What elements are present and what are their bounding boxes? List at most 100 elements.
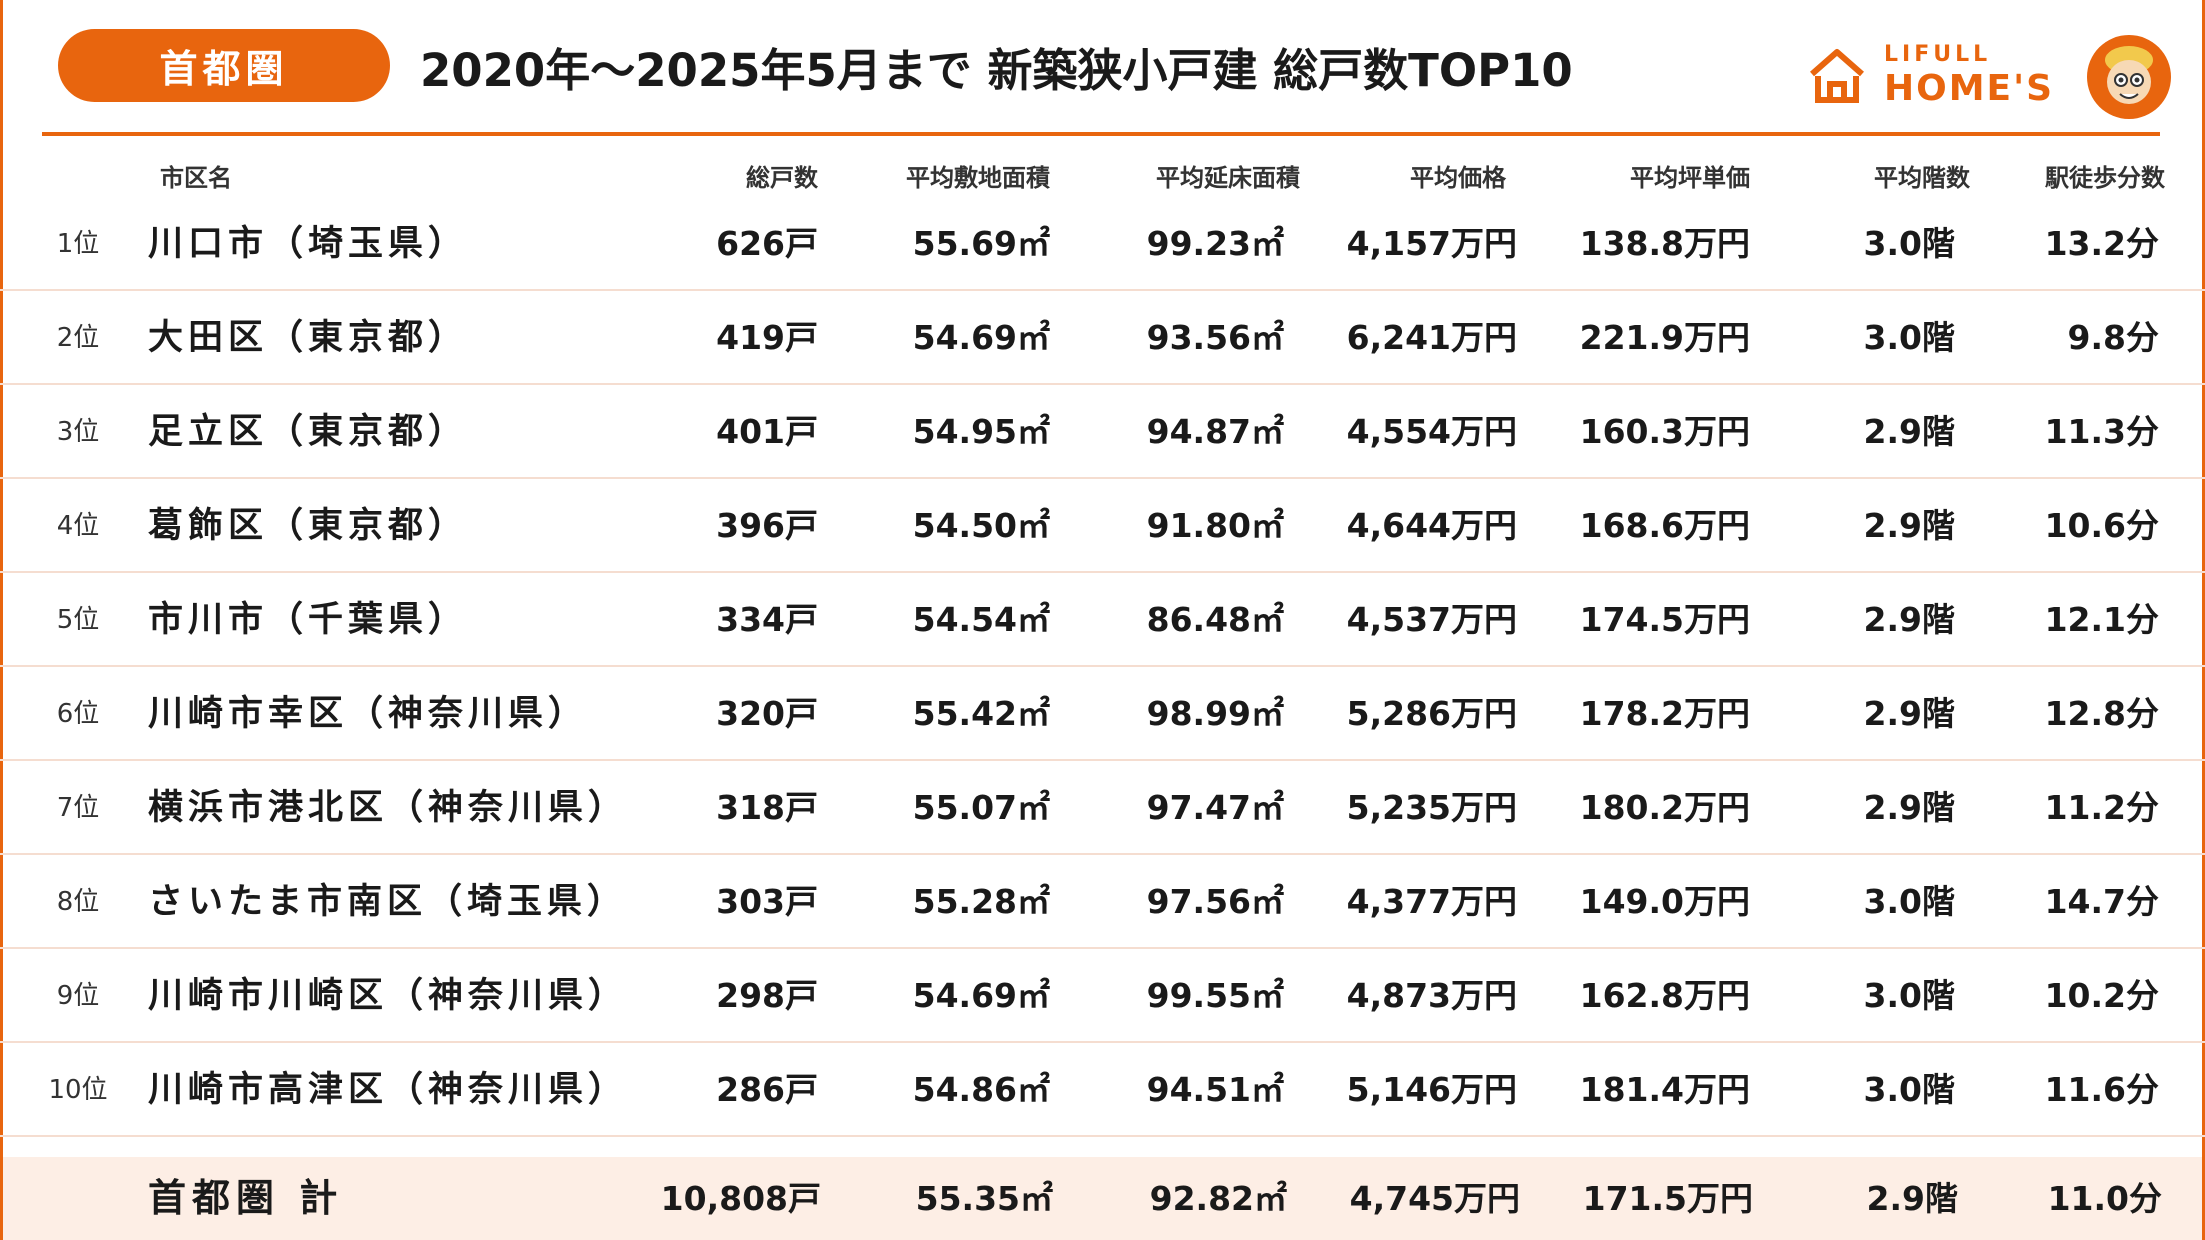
rank-label: 7位 bbox=[56, 793, 100, 823]
city-name: さいたま市南区（埼玉県） bbox=[148, 882, 627, 922]
cell-floor-area: 97.47㎡ bbox=[1146, 788, 1284, 827]
cell-price: 5,146万円 bbox=[1346, 1070, 1517, 1109]
cell-price: 6,241万円 bbox=[1346, 318, 1517, 357]
total-count: 10,808戸 bbox=[660, 1179, 821, 1218]
cell-total-count: 286戸 bbox=[716, 1070, 818, 1109]
total-walk-minutes: 11.0分 bbox=[2047, 1179, 2162, 1218]
table-row: 8位 さいたま市南区（埼玉県） 303戸 55.28㎡ 97.56㎡ 4,377万円 149… bbox=[0, 855, 2205, 949]
cell-land-area: 54.86㎡ bbox=[912, 1070, 1050, 1109]
rank-label: 3位 bbox=[56, 417, 100, 447]
cell-land-area: 55.07㎡ bbox=[912, 788, 1050, 827]
cell-price: 4,873万円 bbox=[1346, 976, 1517, 1015]
rank-label: 10位 bbox=[48, 1075, 108, 1105]
cell-walk-minutes: 11.2分 bbox=[2044, 788, 2159, 827]
total-tsubo-price: 171.5万円 bbox=[1582, 1179, 1753, 1218]
col-header-total: 総戸数 bbox=[746, 164, 818, 192]
cell-total-count: 626戸 bbox=[716, 224, 818, 263]
rank-label: 2位 bbox=[56, 323, 100, 353]
rank-label: 6位 bbox=[56, 699, 100, 729]
cell-stories: 2.9階 bbox=[1863, 600, 1955, 639]
rank-label: 9位 bbox=[56, 981, 100, 1011]
city-name: 足立区（東京都） bbox=[148, 412, 469, 452]
table-row: 2位 大田区（東京都） 419戸 54.69㎡ 93.56㎡ 6,241万円 221.9万円… bbox=[0, 291, 2205, 385]
total-row: 首都圏 計 10,808戸 55.35㎡ 92.82㎡ 4,745万円 171.… bbox=[3, 1157, 2202, 1240]
cell-tsubo-price: 138.8万円 bbox=[1579, 224, 1750, 263]
cell-price: 5,286万円 bbox=[1346, 694, 1517, 733]
city-name: 川口市（埼玉県） bbox=[148, 224, 469, 264]
table-row: 6位 川崎市幸区（神奈川県） 320戸 55.42㎡ 98.99㎡ 5,286万円 178.… bbox=[0, 667, 2205, 761]
cell-floor-area: 91.80㎡ bbox=[1146, 506, 1284, 545]
total-land-area: 55.35㎡ bbox=[915, 1179, 1053, 1218]
cell-price: 5,235万円 bbox=[1346, 788, 1517, 827]
cell-land-area: 55.42㎡ bbox=[912, 694, 1050, 733]
cell-walk-minutes: 10.2分 bbox=[2044, 976, 2159, 1015]
region-badge: 首都圏 bbox=[58, 29, 390, 102]
cell-tsubo-price: 174.5万円 bbox=[1579, 600, 1750, 639]
cell-total-count: 334戸 bbox=[716, 600, 818, 639]
cell-walk-minutes: 11.6分 bbox=[2044, 1070, 2159, 1109]
col-header-price: 平均価格 bbox=[1410, 164, 1506, 192]
table-row: 4位 葛飾区（東京都） 396戸 54.50㎡ 91.80㎡ 4,644万円 168.6万円… bbox=[0, 479, 2205, 573]
logo-text-lifull: LIFULL bbox=[1884, 42, 1992, 67]
mascot-icon bbox=[2087, 35, 2171, 119]
cell-walk-minutes: 13.2分 bbox=[2044, 224, 2159, 263]
cell-floor-area: 86.48㎡ bbox=[1146, 600, 1284, 639]
table-row: 1位 川口市（埼玉県） 626戸 55.69㎡ 99.23㎡ 4,157万円 138.8万円… bbox=[0, 197, 2205, 291]
cell-tsubo-price: 160.3万円 bbox=[1579, 412, 1750, 451]
cell-walk-minutes: 12.8分 bbox=[2044, 694, 2159, 733]
cell-stories: 3.0階 bbox=[1863, 224, 1955, 263]
cell-floor-area: 93.56㎡ bbox=[1146, 318, 1284, 357]
house-logo-icon bbox=[1810, 49, 1864, 103]
cell-floor-area: 97.56㎡ bbox=[1146, 882, 1284, 921]
cell-stories: 2.9階 bbox=[1863, 788, 1955, 827]
cell-price: 4,157万円 bbox=[1346, 224, 1517, 263]
cell-total-count: 320戸 bbox=[716, 694, 818, 733]
city-name: 川崎市高津区（神奈川県） bbox=[148, 1070, 629, 1110]
cell-price: 4,554万円 bbox=[1346, 412, 1517, 451]
table-row: 5位 市川市（千葉県） 334戸 54.54㎡ 86.48㎡ 4,537万円 174.5万円… bbox=[0, 573, 2205, 667]
cell-total-count: 318戸 bbox=[716, 788, 818, 827]
cell-land-area: 55.28㎡ bbox=[912, 882, 1050, 921]
total-floor-area: 92.82㎡ bbox=[1149, 1179, 1287, 1218]
cell-tsubo-price: 168.6万円 bbox=[1579, 506, 1750, 545]
col-header-stories: 平均階数 bbox=[1874, 164, 1970, 192]
cell-stories: 3.0階 bbox=[1863, 318, 1955, 357]
table-row: 9位 川崎市川崎区（神奈川県） 298戸 54.69㎡ 99.55㎡ 4,873万円 162… bbox=[0, 949, 2205, 1043]
cell-floor-area: 94.51㎡ bbox=[1146, 1070, 1284, 1109]
cell-walk-minutes: 9.8分 bbox=[2067, 318, 2159, 357]
cell-tsubo-price: 181.4万円 bbox=[1579, 1070, 1750, 1109]
cell-total-count: 419戸 bbox=[716, 318, 818, 357]
cell-walk-minutes: 11.3分 bbox=[2044, 412, 2159, 451]
cell-land-area: 54.69㎡ bbox=[912, 318, 1050, 357]
cell-tsubo-price: 162.8万円 bbox=[1579, 976, 1750, 1015]
cell-total-count: 298戸 bbox=[716, 976, 818, 1015]
cell-stories: 2.9階 bbox=[1863, 412, 1955, 451]
col-header-city: 市区名 bbox=[160, 164, 232, 192]
lifull-homes-logo: LIFULL HOME'S bbox=[1806, 42, 2076, 112]
cell-tsubo-price: 178.2万円 bbox=[1579, 694, 1750, 733]
cell-walk-minutes: 14.7分 bbox=[2044, 882, 2159, 921]
total-stories: 2.9階 bbox=[1866, 1179, 1958, 1218]
city-name: 市川市（千葉県） bbox=[148, 600, 469, 640]
cell-stories: 2.9階 bbox=[1863, 694, 1955, 733]
cell-price: 4,537万円 bbox=[1346, 600, 1517, 639]
cell-total-count: 401戸 bbox=[716, 412, 818, 451]
cell-tsubo-price: 149.0万円 bbox=[1579, 882, 1750, 921]
cell-price: 4,644万円 bbox=[1346, 506, 1517, 545]
cell-stories: 3.0階 bbox=[1863, 882, 1955, 921]
cell-stories: 3.0階 bbox=[1863, 976, 1955, 1015]
rank-label: 1位 bbox=[56, 229, 100, 259]
cell-walk-minutes: 12.1分 bbox=[2044, 600, 2159, 639]
logo-text-homes: HOME'S bbox=[1884, 68, 2055, 109]
col-header-floor-area: 平均延床面積 bbox=[1156, 164, 1300, 192]
cell-total-count: 303戸 bbox=[716, 882, 818, 921]
cell-floor-area: 99.23㎡ bbox=[1146, 224, 1284, 263]
rank-label: 8位 bbox=[56, 887, 100, 917]
cell-land-area: 54.54㎡ bbox=[912, 600, 1050, 639]
title-divider bbox=[42, 132, 2160, 136]
cell-total-count: 396戸 bbox=[716, 506, 818, 545]
city-name: 大田区（東京都） bbox=[148, 318, 469, 358]
cell-floor-area: 98.99㎡ bbox=[1146, 694, 1284, 733]
table-row: 3位 足立区（東京都） 401戸 54.95㎡ 94.87㎡ 4,554万円 160.3万円… bbox=[0, 385, 2205, 479]
table-row: 10位 川崎市高津区（神奈川県） 286戸 54.86㎡ 94.51㎡ 5,146万円 18… bbox=[0, 1043, 2205, 1137]
